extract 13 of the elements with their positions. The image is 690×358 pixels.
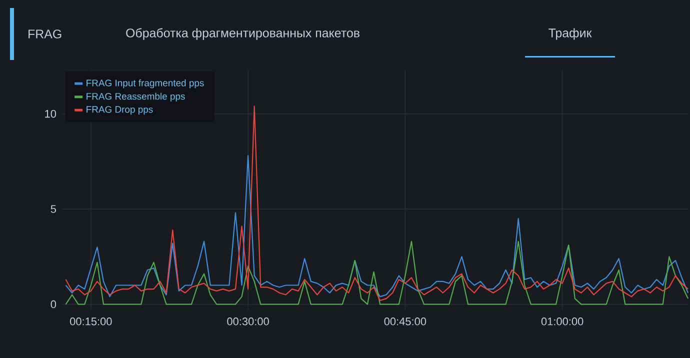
- x-tick-label: 00:15:00: [70, 318, 112, 326]
- chart-subtitle: Обработка фрагментированных пакетов: [126, 28, 360, 40]
- legend-label: FRAG Reassemble pps: [86, 92, 185, 102]
- x-tick-label: 01:00:00: [541, 318, 584, 326]
- legend-label: FRAG Drop pps: [86, 106, 153, 115]
- legend-label: FRAG Input fragmented pps: [86, 79, 204, 88]
- x-tick-label: 00:45:00: [384, 318, 426, 326]
- y-tick-label: 10: [45, 110, 56, 118]
- chart-title: FRAG: [28, 30, 62, 38]
- y-tick-label: 5: [50, 205, 56, 213]
- y-tick-label: 0: [50, 300, 56, 308]
- x-tick-label: 00:30:00: [227, 318, 269, 326]
- text: Трафик: [548, 28, 592, 40]
